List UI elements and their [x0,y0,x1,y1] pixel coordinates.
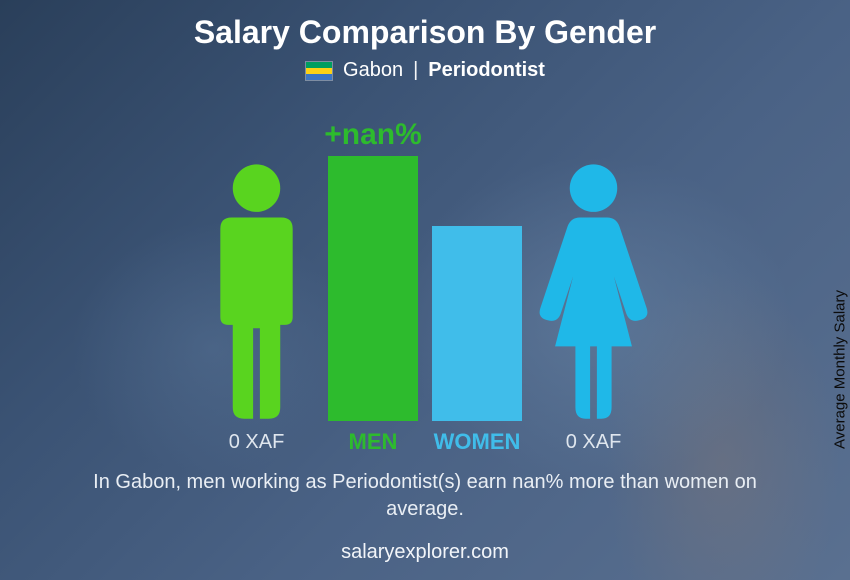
male-bar-wrap: +nan% [328,156,418,421]
page-title: Salary Comparison By Gender [194,14,656,51]
female-bar-wrap [432,226,522,421]
female-icon [536,161,651,421]
male-icon [199,161,314,421]
pct-label: +nan% [324,118,422,152]
summary-text: In Gabon, men working as Periodontist(s)… [55,469,795,523]
female-bar [432,226,522,421]
subtitle-row: Gabon | Periodontist [305,59,545,82]
y-axis-label: Average Monthly Salary [832,290,849,449]
infographic-container: Salary Comparison By Gender Gabon | Peri… [0,0,850,580]
female-label: WOMEN [432,429,522,455]
flag-icon [305,61,333,81]
country-label: Gabon [343,59,403,82]
male-value: 0 XAF [199,431,314,454]
female-value: 0 XAF [536,431,651,454]
chart-area: +nan% [0,90,850,421]
male-label: MEN [328,429,418,455]
job-label: Periodontist [428,59,545,82]
male-bar [328,156,418,421]
labels-row: 0 XAF MEN WOMEN 0 XAF [0,429,850,455]
subtitle-divider: | [413,59,418,82]
footer-link: salaryexplorer.com [341,541,509,564]
flag-stripe-3 [306,74,332,80]
